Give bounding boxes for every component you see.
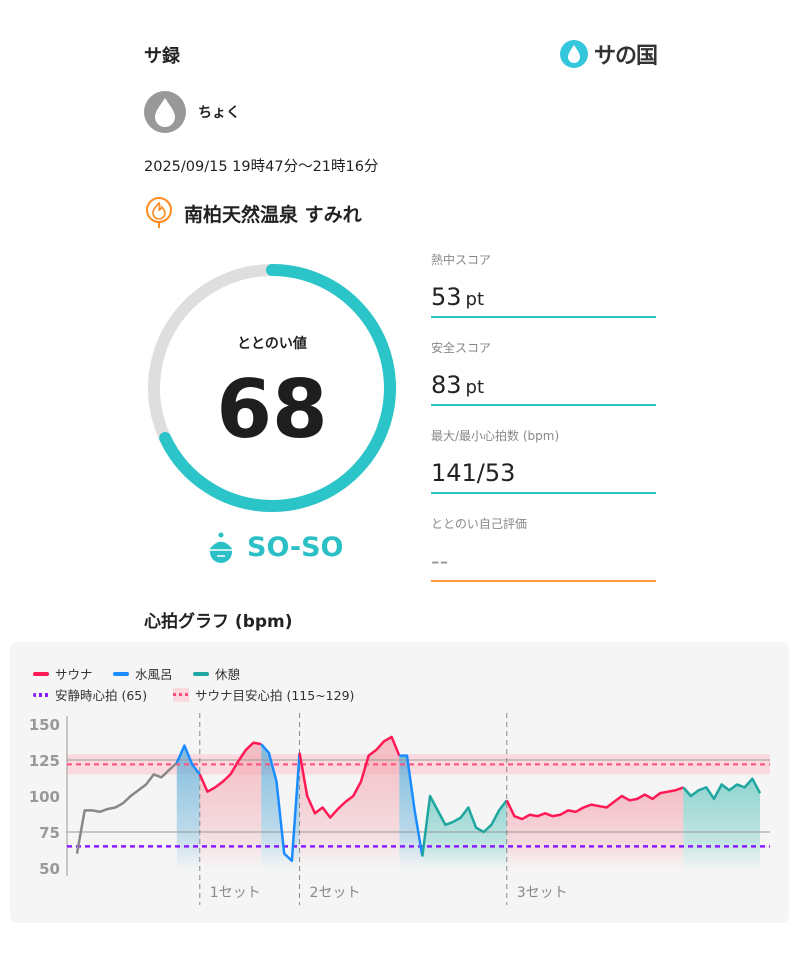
user-info[interactable]: ちょく <box>144 91 240 133</box>
hr-line-sauna <box>298 735 401 819</box>
y-tick-label: 75 <box>39 824 60 842</box>
metric-underline <box>431 492 656 494</box>
area-rest <box>683 778 760 870</box>
sauna-location-icon <box>146 197 172 228</box>
metric-label: 最大/最小心拍数 (bpm) <box>431 429 560 443</box>
app-logo: サの国 <box>560 38 658 70</box>
y-tick-label: 50 <box>39 860 60 878</box>
legend-label: サウナ目安心拍 (115~129) <box>195 688 355 703</box>
y-tick-label: 125 <box>29 752 60 770</box>
hr-line-water <box>399 754 424 857</box>
drop-logo-icon <box>560 40 588 68</box>
legend-swatch <box>193 671 209 676</box>
legend-swatch <box>173 687 189 702</box>
hr-line-water <box>175 744 201 776</box>
legend-rest: 休憩 <box>193 664 240 683</box>
metric-value: -- <box>431 547 449 575</box>
gauge-fill <box>148 264 396 512</box>
area-water <box>261 744 300 870</box>
legend-swatch <box>113 671 129 676</box>
metric-unit: pt <box>465 377 485 398</box>
totonoi-label: ととのい値 <box>237 336 307 352</box>
legend-resting-hr: 安静時心拍 (65) <box>33 685 147 704</box>
mood-indicator: SO-SO <box>205 530 344 564</box>
metric-safety-score: 安全スコア 83 pt <box>431 339 656 406</box>
set-label: 3セット <box>517 885 568 901</box>
avatar[interactable] <box>144 91 186 133</box>
totonoi-value: 68 <box>216 363 328 456</box>
area-rest <box>422 796 507 870</box>
hr-line-rest <box>682 777 762 801</box>
page-title: サ録 <box>144 46 180 67</box>
metric-label: 安全スコア <box>431 341 492 355</box>
hr-line-sauna <box>505 786 684 821</box>
metric-self-evaluation[interactable]: ととのい自己評価 -- <box>431 515 656 582</box>
metric-underline <box>431 404 656 406</box>
metric-underline <box>431 580 656 582</box>
metric-value: 83 <box>431 371 462 399</box>
metric-heat-score: 熱中スコア 53 pt <box>431 251 656 318</box>
facility[interactable]: 南柏天然温泉 すみれ <box>144 196 362 230</box>
metric-label: ととのい自己評価 <box>431 517 527 531</box>
set-label: 2セット <box>310 885 361 901</box>
facility-name: 南柏天然温泉 すみれ <box>184 203 362 226</box>
legend-water: 水風呂 <box>113 664 173 683</box>
metric-underline <box>431 316 656 318</box>
legend-sauna: サウナ <box>33 664 93 683</box>
area-sauna <box>506 787 684 870</box>
legend-swatch <box>33 671 49 676</box>
user-name: ちょく <box>198 105 240 121</box>
hr-line-idle <box>75 761 178 854</box>
chart-title: 心拍グラフ (bpm) <box>144 612 293 632</box>
legend-label: 安静時心拍 (65) <box>55 688 148 703</box>
metric-heart-rate: 最大/最小心拍数 (bpm) 141/53 <box>431 427 656 494</box>
mood-label: SO-SO <box>247 531 344 563</box>
hr-line-water <box>260 743 301 863</box>
session-datetime: 2025/09/15 19時47分〜21時16分 <box>144 159 379 175</box>
hr-line-sauna <box>198 741 262 793</box>
metric-value: 141/53 <box>431 459 516 487</box>
drop-icon <box>155 98 175 127</box>
mood-face-icon <box>206 532 236 563</box>
y-tick-label: 150 <box>29 716 60 734</box>
set-label: 1セット <box>210 885 261 901</box>
legend-swatch <box>33 692 49 697</box>
legend-label: サウナ <box>55 667 93 682</box>
y-tick-label: 100 <box>29 788 60 806</box>
metric-label: 熱中スコア <box>431 253 492 267</box>
totonoi-gauge <box>148 264 396 512</box>
legend-label: 休憩 <box>215 667 241 682</box>
area-water <box>399 755 423 870</box>
logo-text: サの国 <box>594 44 658 69</box>
legend-target-hr: サウナ目安心拍 (115~129) <box>173 685 354 704</box>
area-sauna <box>299 736 400 870</box>
metric-value: 53 <box>431 283 462 311</box>
metric-unit: pt <box>465 289 485 310</box>
area-water <box>176 745 200 870</box>
area-sauna <box>199 742 262 870</box>
hr-line-rest <box>421 794 508 857</box>
legend-label: 水風呂 <box>135 667 173 682</box>
